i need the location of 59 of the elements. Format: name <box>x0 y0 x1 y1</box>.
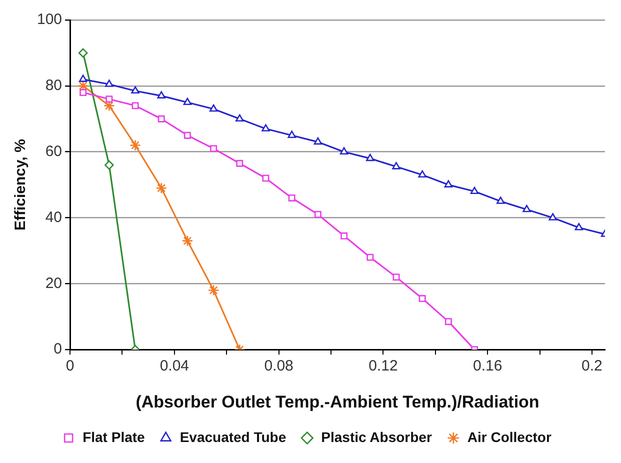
point <box>105 80 114 87</box>
point <box>106 96 113 103</box>
point <box>548 213 557 220</box>
point <box>208 284 220 296</box>
point <box>262 124 270 132</box>
y-tick-label: 20 <box>45 274 62 292</box>
point <box>470 186 479 194</box>
point <box>262 174 270 182</box>
y-tick-label: 80 <box>45 77 62 94</box>
y-tick-label: 0 <box>54 340 62 358</box>
x-tick-label: 0 <box>66 358 74 375</box>
point <box>156 182 168 194</box>
x-tick-label: 0.12 <box>368 358 398 375</box>
point <box>392 162 400 170</box>
point <box>340 147 348 154</box>
point <box>157 91 166 98</box>
point <box>522 204 531 212</box>
point <box>366 154 374 162</box>
point <box>314 210 322 218</box>
point <box>184 132 191 139</box>
point <box>418 295 426 302</box>
legend-label: Air Collector <box>467 428 552 445</box>
legend-label: Flat Plate <box>82 428 146 445</box>
point <box>131 86 140 94</box>
point <box>78 48 88 58</box>
x-tick-label: 0.08 <box>264 358 294 375</box>
point <box>132 102 139 110</box>
point <box>496 196 505 204</box>
point <box>210 145 218 152</box>
x-tick-label: 0.04 <box>160 358 190 375</box>
point <box>236 160 244 167</box>
y-tick-label: 40 <box>45 208 62 226</box>
point <box>366 254 374 261</box>
x-axis-title: (Absorber Outlet Temp.-Ambient Temp.)/Radiation <box>136 392 540 412</box>
point <box>236 114 244 122</box>
point <box>130 140 141 151</box>
point <box>314 137 322 145</box>
x-tick-label: 0.2 <box>582 358 602 375</box>
point <box>78 74 88 82</box>
point <box>183 98 192 106</box>
y-tick-label: 100 <box>36 11 62 28</box>
point <box>574 223 584 230</box>
point <box>288 130 296 138</box>
point <box>158 115 165 122</box>
legend-label: Evacuated Tube <box>180 428 286 445</box>
y-tick-label: 60 <box>45 142 62 160</box>
point <box>80 89 87 96</box>
legend-label: Plastic Absorber <box>321 428 432 445</box>
y-axis-title: Efficiency, % <box>12 139 30 231</box>
point <box>340 232 348 240</box>
point <box>104 160 114 170</box>
point <box>182 235 194 246</box>
point <box>444 180 453 188</box>
point <box>392 274 400 281</box>
x-tick-label: 0.16 <box>472 358 502 375</box>
point <box>209 104 218 112</box>
point <box>444 318 452 326</box>
point <box>288 194 296 202</box>
point <box>418 170 426 178</box>
